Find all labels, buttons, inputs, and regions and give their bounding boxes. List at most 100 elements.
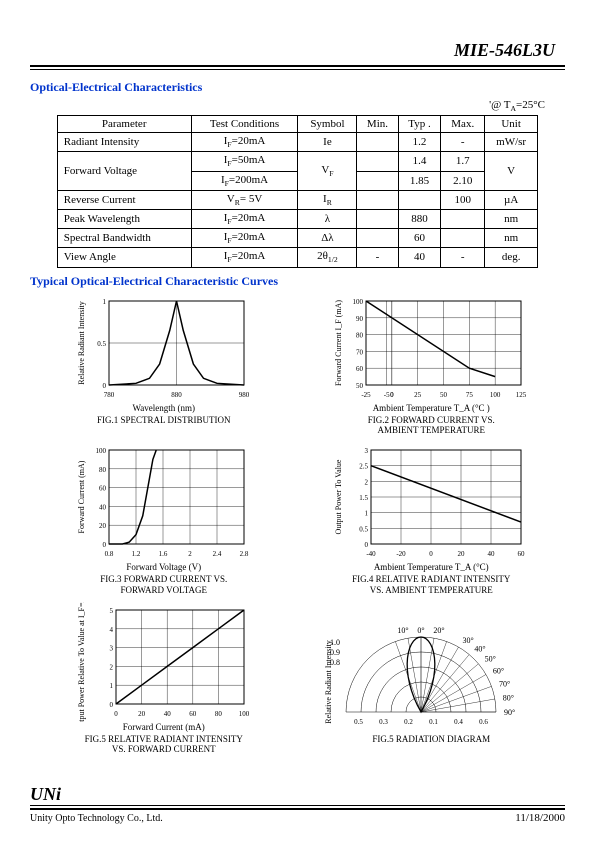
- fig1-chart: 78088098000.51Relative Radiant Intensity: [74, 293, 254, 403]
- fig2-caption: FIG.2 FORWARD CURRENT VS. AMBIENT TEMPER…: [311, 415, 551, 437]
- svg-text:90°: 90°: [504, 708, 515, 717]
- svg-text:1.5: 1.5: [360, 494, 369, 502]
- svg-text:50: 50: [356, 382, 364, 390]
- table-row: Reverse Current VR= 5V IR 100 µA: [57, 190, 538, 209]
- svg-text:Output Power To Value: Output Power To Value: [334, 459, 343, 534]
- fig4-caption: FIG.4 RELATIVE RADIANT INTENSITY VS. AMB…: [311, 574, 551, 596]
- svg-text:2.4: 2.4: [212, 550, 221, 558]
- svg-text:980: 980: [239, 391, 250, 399]
- svg-text:-40: -40: [367, 550, 377, 558]
- th-min: Min.: [357, 116, 398, 133]
- svg-text:0.3: 0.3: [379, 718, 388, 726]
- condition-note: '@ TA=25°C: [30, 99, 565, 113]
- charts-container: 78088098000.51Relative Radiant Intensity…: [30, 293, 565, 756]
- svg-text:0.8: 0.8: [104, 550, 113, 558]
- svg-text:0.4: 0.4: [454, 718, 463, 726]
- svg-text:0.5: 0.5: [97, 340, 106, 348]
- svg-text:40: 40: [163, 710, 171, 718]
- th-conditions: Test Conditions: [191, 116, 298, 133]
- svg-text:0: 0: [365, 541, 369, 549]
- svg-text:0.5: 0.5: [354, 718, 363, 726]
- svg-text:1: 1: [109, 682, 113, 690]
- svg-text:100: 100: [95, 447, 106, 455]
- section-title-curves: Typical Optical-Electrical Characteristi…: [30, 274, 565, 289]
- svg-text:100: 100: [353, 298, 364, 306]
- fig1-xlabel: Wavelength (nm): [44, 403, 284, 413]
- footer: UNi Unity Opto Technology Co., Ltd. 11/1…: [30, 784, 565, 824]
- svg-text:Relative Radiant Intensity: Relative Radiant Intensity: [324, 640, 333, 724]
- svg-text:1.6: 1.6: [158, 550, 167, 558]
- svg-text:0.5: 0.5: [360, 525, 369, 533]
- fig4-block: -40-20020406000.511.522.53Output Power T…: [311, 442, 551, 596]
- svg-text:780: 780: [104, 391, 115, 399]
- th-unit: Unit: [485, 116, 538, 133]
- svg-text:100: 100: [490, 391, 501, 399]
- fig2-xlabel: Ambient Temperature T_A (°C ): [311, 403, 551, 413]
- svg-text:100: 100: [239, 710, 250, 718]
- svg-text:40: 40: [488, 550, 496, 558]
- svg-text:2: 2: [365, 478, 369, 486]
- fig5-xlabel: Forward Current (mA): [44, 722, 284, 732]
- table-header-row: Parameter Test Conditions Symbol Min. Ty…: [57, 116, 538, 133]
- svg-text:10°: 10°: [398, 626, 409, 635]
- svg-text:80: 80: [356, 331, 364, 339]
- part-number: MIE-546L3U: [30, 40, 565, 61]
- svg-text:5: 5: [109, 607, 113, 615]
- svg-text:60: 60: [99, 485, 107, 493]
- svg-text:2: 2: [188, 550, 192, 558]
- fig3-xlabel: Forward Voltage (V): [44, 562, 284, 572]
- svg-text:1: 1: [365, 510, 369, 518]
- svg-text:0: 0: [102, 382, 106, 390]
- svg-text:125: 125: [516, 391, 527, 399]
- fig3-caption: FIG.3 FORWARD CURRENT VS. FORWARD VOLTAG…: [44, 574, 284, 596]
- th-symbol: Symbol: [298, 116, 357, 133]
- fig4-chart: -40-20020406000.511.522.53Output Power T…: [331, 442, 531, 562]
- svg-text:2.8: 2.8: [239, 550, 248, 558]
- table-row: Radiant Intensity IF=20mA Ie 1.2 - mW/sr: [57, 133, 538, 152]
- th-max: Max.: [441, 116, 485, 133]
- svg-text:Output Power Relative To Value: Output Power Relative To Value at I_F=20…: [77, 602, 86, 722]
- svg-text:30°: 30°: [463, 636, 474, 645]
- table-row: Peak Wavelength IF=20mA λ 880 nm: [57, 209, 538, 228]
- fig1-block: 78088098000.51Relative Radiant Intensity…: [44, 293, 284, 437]
- fig2-chart: 0-5-2502550751001255060708090100Forward …: [331, 293, 531, 403]
- svg-text:1.2: 1.2: [131, 550, 140, 558]
- fig3-block: 0.81.21.622.42.8020406080100Forward Curr…: [44, 442, 284, 596]
- svg-text:-25: -25: [362, 391, 372, 399]
- company-logo: UNi: [30, 784, 61, 805]
- svg-text:75: 75: [466, 391, 474, 399]
- footer-rule: [30, 805, 565, 810]
- svg-text:0: 0: [102, 541, 106, 549]
- svg-text:0: 0: [114, 710, 118, 718]
- fig1-caption: FIG.1 SPECTRAL DISTRIBUTION: [44, 415, 284, 426]
- svg-text:50: 50: [440, 391, 448, 399]
- th-typ: Typ .: [398, 116, 441, 133]
- svg-text:90: 90: [356, 314, 364, 322]
- svg-text:0.2: 0.2: [404, 718, 413, 726]
- company-name: Unity Opto Technology Co., Ltd.: [30, 813, 163, 824]
- footer-date: 11/18/2000: [515, 812, 565, 824]
- svg-text:20: 20: [138, 710, 146, 718]
- svg-text:0.1: 0.1: [429, 718, 438, 726]
- svg-text:70°: 70°: [499, 679, 510, 688]
- table-row: Spectral Bandwidth IF=20mA Δλ 60 nm: [57, 229, 538, 248]
- svg-text:2: 2: [109, 663, 113, 671]
- header-rule: [30, 65, 565, 70]
- svg-text:50°: 50°: [485, 654, 496, 663]
- svg-text:3: 3: [365, 447, 369, 455]
- svg-text:80: 80: [99, 466, 107, 474]
- table-row: Forward Voltage IF=50mA VF 1.4 1.7 V: [57, 152, 538, 171]
- svg-text:40: 40: [99, 503, 107, 511]
- svg-text:60: 60: [356, 365, 364, 373]
- svg-text:40°: 40°: [475, 644, 486, 653]
- fig4-xlabel: Ambient Temperature T_A (°C): [311, 562, 551, 572]
- fig5-chart: 020406080100012345Output Power Relative …: [74, 602, 254, 722]
- fig2-block: 0-5-2502550751001255060708090100Forward …: [311, 293, 551, 437]
- svg-text:Relative Radiant Intensity: Relative Radiant Intensity: [77, 301, 86, 385]
- section-title-spec: Optical-Electrical Characteristics: [30, 80, 565, 95]
- svg-text:0°: 0°: [418, 626, 425, 635]
- svg-text:0.6: 0.6: [479, 718, 488, 726]
- svg-text:60°: 60°: [493, 666, 504, 675]
- svg-text:Forward Current I_F (mA): Forward Current I_F (mA): [334, 299, 343, 385]
- svg-text:3: 3: [109, 644, 113, 652]
